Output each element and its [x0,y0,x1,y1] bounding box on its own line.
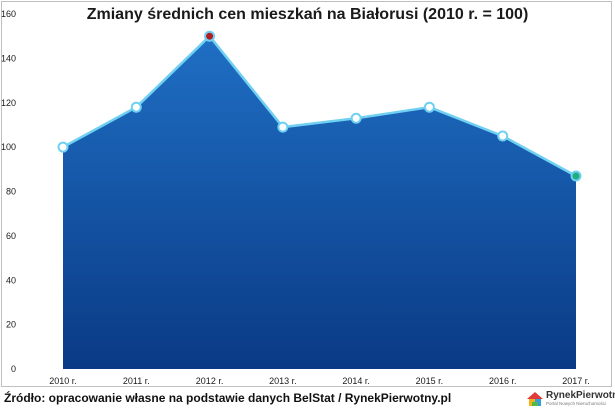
rynekpierwotny-logo: RynekPierwotny Portal Nowych Nieruchomoś… [526,389,615,409]
y-tick-label: 160 [1,9,16,19]
data-point [130,101,142,113]
y-tick-label: 20 [6,320,16,330]
x-tick-label: 2014 r. [342,376,370,386]
data-point [423,101,435,113]
data-point [497,130,509,142]
x-tick-label: 2016 r. [489,376,517,386]
logo-tagline: Portal Nowych Nieruchomości [546,401,607,406]
y-tick-label: 120 [1,98,16,108]
data-point [57,141,69,153]
x-axis: 2010 r. 2011 r. 2012 r. 2013 r. 2014 r. 2015 … [49,376,590,386]
series-line [62,34,577,178]
x-tick-label: 2015 r. [416,376,444,386]
data-markers [57,30,582,182]
source-note: Źródło: opracowanie własne na podstawie … [4,391,452,405]
data-point [277,121,289,133]
y-tick-label: 100 [1,142,16,152]
data-point [204,30,216,42]
data-point [350,112,362,124]
logo-name: RynekPierwotny [546,390,615,401]
y-axis: 0 20 40 60 80 100 120 140 160 [1,9,16,374]
x-tick-label: 2010 r. [49,376,77,386]
x-tick-label: 2013 r. [269,376,297,386]
chart-title: Zmiany średnich cen mieszkań na Białorus… [86,6,529,23]
series-area [62,34,577,369]
y-tick-label: 0 [11,364,16,374]
data-point [570,170,582,182]
x-tick-label: 2017 r. [562,376,590,386]
x-tick-label: 2012 r. [196,376,224,386]
x-tick-label: 2011 r. [123,376,150,386]
area-fill [63,36,576,369]
y-tick-label: 40 [6,275,16,285]
y-tick-label: 80 [6,187,16,197]
y-tick-label: 60 [6,231,16,241]
house-logo-icon [527,392,543,406]
y-tick-label: 140 [1,53,16,63]
